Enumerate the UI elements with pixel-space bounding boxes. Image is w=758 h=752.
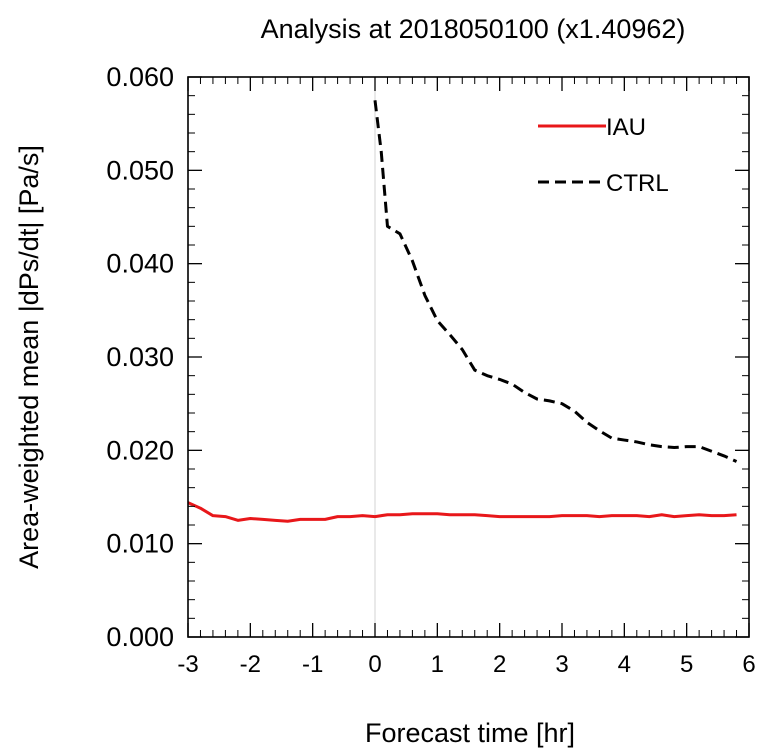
- axis-ticks: -3 -2 -1 0 1 2 3 4 5 6 0.000 0.010 0.020 0.030 0.040 0.…: [106, 62, 755, 678]
- series-line-iau: [187, 501, 737, 523]
- x-tick-label: -1: [302, 651, 323, 678]
- x-tick-label: 3: [555, 651, 568, 678]
- series-line-ctrl: [373, 100, 738, 463]
- y-tick-label: 0.010: [106, 529, 174, 559]
- x-tick-label: 4: [618, 651, 631, 678]
- x-axis-label: Forecast time [hr]: [365, 718, 575, 748]
- x-tick-label: 2: [493, 651, 506, 678]
- y-tick-label: 0.000: [106, 622, 174, 652]
- x-tick-label: 6: [742, 651, 755, 678]
- x-tick-label: -3: [177, 651, 198, 678]
- x-tick-label: 0: [368, 651, 381, 678]
- x-tick-label: 1: [431, 651, 444, 678]
- plot-frame: [187, 76, 750, 638]
- y-tick-label: 0.020: [106, 435, 174, 465]
- legend-label-ctrl: CTRL: [606, 170, 669, 197]
- legend: IAU CTRL: [538, 114, 669, 197]
- plot-content: [187, 77, 738, 637]
- y-tick-label: 0.050: [106, 155, 174, 185]
- legend-label-iau: IAU: [606, 114, 646, 141]
- y-tick-label: 0.060: [106, 62, 174, 92]
- y-tick-label: 0.040: [106, 249, 174, 279]
- chart-title: Analysis at 2018050100 (x1.40962): [261, 14, 686, 44]
- x-tick-label: 5: [680, 651, 693, 678]
- y-tick-label: 0.030: [106, 342, 174, 372]
- x-tick-label: -2: [240, 651, 261, 678]
- y-axis-label: Area-weighted mean |dPs/dt| [Pa/s]: [14, 145, 44, 569]
